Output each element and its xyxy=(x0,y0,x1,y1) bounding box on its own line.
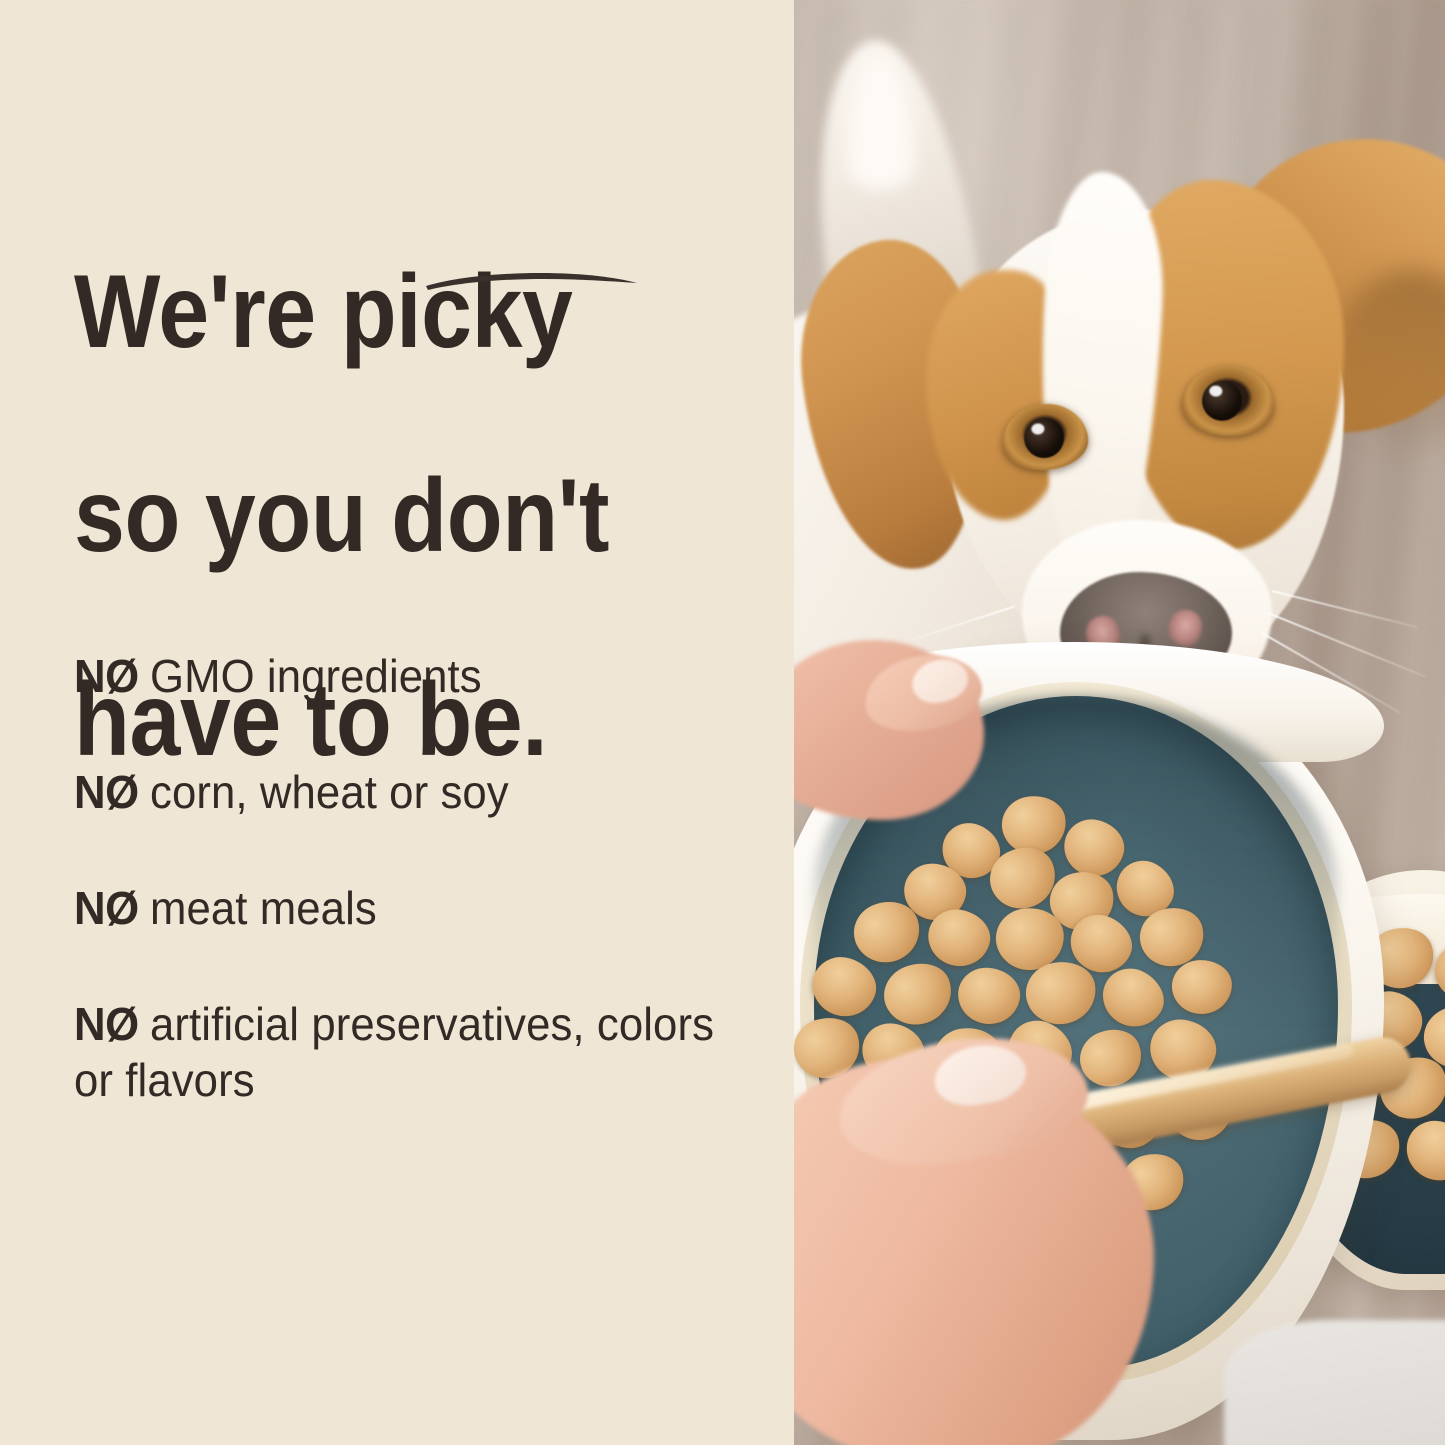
claim-text: artificial preservatives, colors or flav… xyxy=(74,998,715,1107)
bowl-scene xyxy=(794,620,1445,1445)
kibble-piece xyxy=(804,949,884,1025)
product-photo xyxy=(794,0,1445,1445)
text-panel: We're picky so you don't have to be. NØ G… xyxy=(74,253,764,1109)
headline-line-1: We're picky xyxy=(74,253,573,370)
counter-surface xyxy=(1224,1320,1445,1445)
headline-line-2: so you don't xyxy=(74,457,610,574)
claim-item: NØ GMO ingredients xyxy=(74,648,730,704)
claim-marker-no: NØ xyxy=(74,766,139,819)
dog-pupil-left xyxy=(1022,416,1066,460)
claim-text: GMO ingredients xyxy=(150,650,482,702)
claim-item: NØ artificial preservatives, colors or fl… xyxy=(74,996,730,1108)
claim-item: NØ corn, wheat or soy xyxy=(74,764,730,820)
kibble-piece xyxy=(955,964,1023,1028)
claim-text: corn, wheat or soy xyxy=(150,766,509,819)
kibble-piece xyxy=(1058,813,1130,883)
dog-pupil-right xyxy=(1201,380,1243,422)
headline-line-3: have to be. xyxy=(74,661,548,778)
claims-list: NØ GMO ingredients NØ corn, wheat or soy N… xyxy=(74,648,764,1109)
kibble-piece xyxy=(1170,957,1234,1017)
claim-text: meat meals xyxy=(150,882,377,935)
claim-marker-no: NØ xyxy=(74,882,139,935)
claim-marker-no: NØ xyxy=(74,998,139,1051)
claim-item: NØ meat meals xyxy=(74,880,730,936)
claim-marker-no: NØ xyxy=(74,650,139,702)
